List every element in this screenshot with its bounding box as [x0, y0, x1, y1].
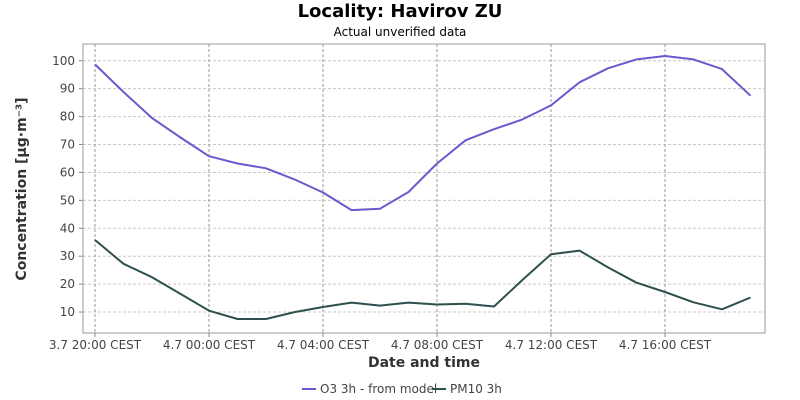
chart-subtitle: Actual unverified data — [334, 25, 467, 39]
series-lines — [94, 55, 752, 320]
x-tick-label: 3.7 20:00 CEST — [49, 338, 142, 352]
y-tick-label: 80 — [60, 110, 75, 124]
legend-label: PM10 3h — [450, 382, 502, 396]
y-tick-label: 50 — [60, 193, 75, 207]
y-tick-label: 70 — [60, 138, 75, 152]
x-tick-label: 4.7 04:00 CEST — [277, 338, 370, 352]
legend-label: O3 3h - from model — [320, 382, 437, 396]
x-tick-label: 4.7 08:00 CEST — [391, 338, 484, 352]
plot-area — [82, 43, 766, 334]
y-tick-label: 100 — [52, 54, 75, 68]
y-tick-label: 60 — [60, 165, 75, 179]
y-tick-label: 90 — [60, 82, 75, 96]
series-line-0 — [94, 55, 752, 212]
x-tick-label: 4.7 12:00 CEST — [505, 338, 598, 352]
chart-title: Locality: Havirov ZU — [298, 1, 503, 22]
y-tick-label: 40 — [60, 221, 75, 235]
y-tick-label: 10 — [60, 305, 75, 319]
series-line-1 — [94, 239, 751, 320]
y-tick-label: 30 — [60, 249, 75, 263]
y-tick-label: 20 — [60, 277, 75, 291]
grid — [83, 44, 765, 333]
y-axis-title: Concentration [µg·m⁻³] — [14, 97, 30, 280]
x-axis-title: Date and time — [368, 355, 480, 371]
y-axis-ticks: 10 20 30 40 50 60 70 80 90 100 — [52, 54, 83, 319]
x-tick-label: 4.7 00:00 CEST — [163, 338, 256, 352]
x-tick-label: 4.7 16:00 CEST — [619, 338, 712, 352]
legend: O3 3h - from model PM10 3h — [302, 382, 502, 396]
x-axis-ticks: 3.7 20:00 CEST 4.7 00:00 CEST 4.7 04:00 CE… — [49, 333, 712, 352]
